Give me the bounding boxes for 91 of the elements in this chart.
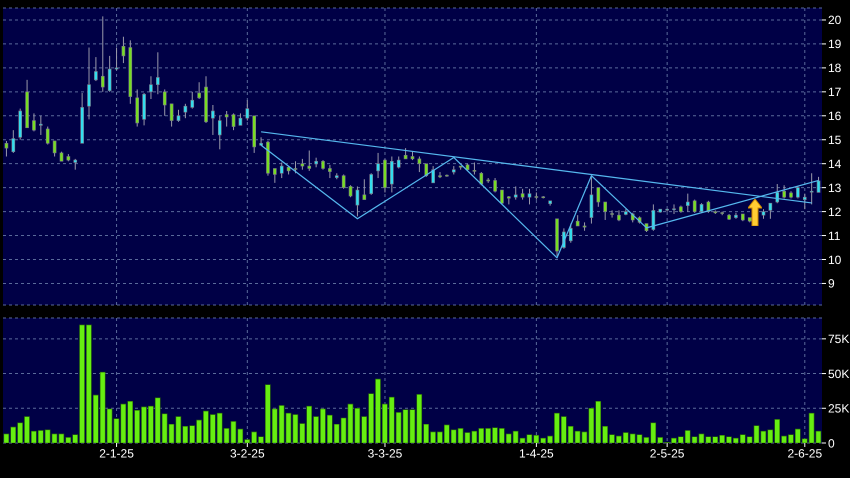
x-tick-label: 1-4-25 (519, 446, 554, 461)
candlestick (294, 160, 298, 174)
candlestick (617, 210, 621, 222)
candlestick (197, 82, 201, 100)
candlestick (348, 184, 352, 198)
candlestick (596, 187, 600, 208)
y-tick-label: 9 (828, 276, 835, 291)
candlestick (810, 172, 814, 205)
candlestick (356, 186, 360, 217)
candlestick (46, 126, 50, 146)
candlestick (32, 112, 36, 132)
candlestick (321, 160, 325, 170)
candlestick (176, 109, 180, 122)
candlestick (362, 178, 366, 200)
y-tick-label: 11 (828, 228, 841, 243)
candlestick (4, 140, 8, 157)
candlestick (706, 200, 710, 214)
candlestick (590, 175, 594, 224)
candlestick (390, 156, 394, 193)
candlestick (796, 186, 800, 199)
candlestick (686, 193, 690, 212)
candlestick (342, 174, 346, 190)
candlestick (87, 47, 91, 120)
candlestick (493, 178, 497, 193)
candlestick (782, 184, 786, 199)
candlestick (418, 156, 422, 173)
candlestick (273, 168, 277, 184)
candlestick (314, 157, 318, 168)
candlestick (514, 186, 518, 200)
candlestick (280, 162, 284, 179)
candlestick (404, 148, 408, 160)
candlestick (802, 193, 807, 210)
y-tick-label: 17 (828, 85, 842, 100)
candlestick (190, 91, 194, 110)
y-tick-label: 19 (828, 37, 842, 52)
candlestick (12, 130, 16, 154)
candlestick (768, 202, 772, 220)
x-tick-label: 2-1-25 (99, 446, 134, 461)
y-tick-label: 10 (828, 252, 842, 267)
x-tick-label: 2-5-25 (650, 446, 685, 461)
candlestick (184, 103, 188, 119)
candlestick (672, 204, 676, 214)
y-tick-label: 0 (828, 436, 835, 450)
candlestick (211, 104, 215, 136)
candlestick (114, 47, 118, 71)
candlestick (238, 112, 242, 126)
candlestick (376, 152, 380, 179)
x-tick-label: 2-6-25 (787, 446, 822, 461)
candlestick (472, 162, 476, 175)
candlestick (328, 164, 332, 179)
candlestick (170, 103, 174, 128)
candlestick (246, 100, 250, 122)
candlestick (652, 204, 656, 232)
candlestick (500, 190, 504, 205)
candlestick (73, 158, 78, 170)
candlestick (218, 115, 222, 150)
y-tick-label: 16 (828, 109, 842, 124)
candlestick (396, 156, 401, 169)
candlestick (122, 36, 126, 64)
candlestick (100, 16, 105, 92)
candlestick (568, 223, 573, 244)
candlestick (60, 151, 64, 162)
candlestick (576, 214, 580, 226)
candlestick (108, 55, 112, 92)
candlestick (149, 76, 153, 100)
x-tick-label: 3-2-25 (230, 446, 265, 461)
candlestick (156, 52, 160, 95)
candlestick (762, 208, 766, 220)
candlestick (232, 112, 236, 131)
x-tick-label: 3-3-25 (368, 446, 403, 461)
candlestick (603, 202, 607, 220)
candlestick (307, 150, 312, 172)
y-tick-label: 15 (828, 132, 842, 147)
candlestick (300, 158, 304, 170)
candlestick (52, 140, 56, 157)
candlestick (369, 172, 373, 196)
candlestick (816, 176, 820, 193)
candlestick (94, 56, 98, 82)
y-tick-label: 25K (828, 402, 850, 416)
y-tick-label: 14 (828, 156, 842, 171)
candlestick (162, 88, 167, 116)
candlestick (520, 188, 524, 200)
candlestick (528, 188, 532, 205)
y-tick-label: 20 (828, 13, 842, 28)
y-tick-label: 50K (828, 366, 850, 381)
candlestick (692, 199, 696, 214)
y-tick-label: 75K (828, 332, 850, 346)
candlestick (224, 110, 228, 128)
y-tick-label: 18 (828, 61, 842, 76)
y-tick-label: 13 (828, 180, 842, 195)
y-tick-label: 12 (828, 204, 842, 219)
